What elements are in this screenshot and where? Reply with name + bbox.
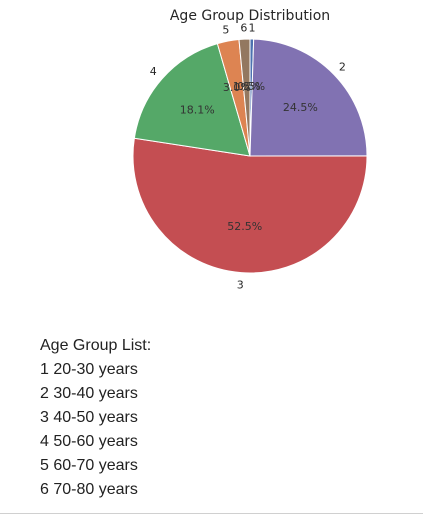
pie-slice-3 bbox=[132, 137, 368, 274]
slice-pct-6: 1.5% bbox=[233, 80, 261, 93]
age-group-item-5: 5 60-70 years bbox=[40, 457, 138, 474]
age-group-item-6: 6 70-80 years bbox=[40, 481, 138, 498]
pie-slice-2 bbox=[249, 38, 368, 157]
age-group-item-3: 3 40-50 years bbox=[40, 409, 138, 426]
slice-pct-1: 0.5% bbox=[237, 80, 265, 93]
slice-label-5: 5 bbox=[222, 24, 229, 37]
slice-pct-5: 3.0% bbox=[223, 81, 251, 94]
pie-labels: 1 0.5% 2 24.5% 3 52.5% 4 18.1% 5 3.0% 6 1.5% bbox=[150, 21, 346, 291]
bottom-divider bbox=[0, 513, 423, 514]
slice-label-2: 2 bbox=[339, 60, 346, 73]
slice-pct-3: 52.5% bbox=[227, 220, 262, 233]
pie-slices bbox=[132, 38, 368, 274]
slice-label-6: 6 bbox=[240, 21, 247, 34]
slice-label-3: 3 bbox=[237, 278, 244, 291]
age-group-item-2: 2 30-40 years bbox=[40, 385, 138, 402]
age-group-item-1: 1 20-30 years bbox=[40, 361, 138, 378]
slice-pct-2: 24.5% bbox=[283, 101, 318, 114]
age-group-list-heading: Age Group List: bbox=[40, 337, 152, 354]
slice-pct-4: 18.1% bbox=[180, 104, 215, 117]
slice-label-4: 4 bbox=[150, 65, 157, 78]
age-group-item-4: 4 50-60 years bbox=[40, 433, 138, 450]
pie-chart: Age Group Distribution 1 0.5% 2 24.5% 3 52.5%… bbox=[132, 8, 368, 291]
chart-title: Age Group Distribution bbox=[170, 8, 330, 24]
slice-label-1: 1 bbox=[249, 21, 256, 34]
pie-slice-4 bbox=[133, 43, 251, 157]
age-group-list: Age Group List: 1 20-30 years 2 30-40 ye… bbox=[40, 334, 151, 502]
pie-slice-6 bbox=[238, 38, 251, 157]
